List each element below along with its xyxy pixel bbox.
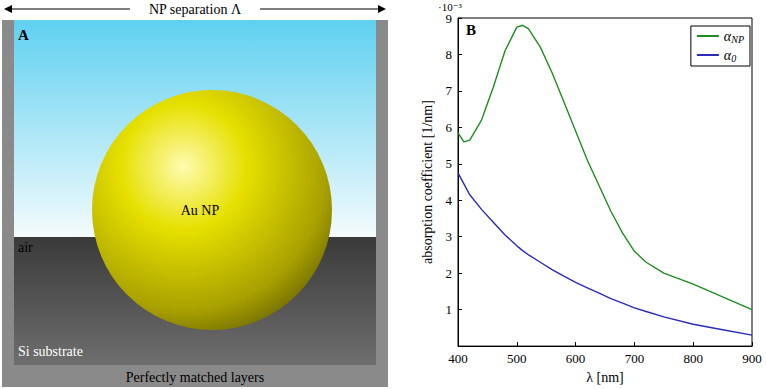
svg-text:A: A (18, 27, 29, 43)
svg-text:B: B (466, 22, 476, 38)
svg-text:2: 2 (446, 266, 453, 281)
svg-text:0: 0 (731, 53, 736, 64)
svg-text:Perfectly matched layers: Perfectly matched layers (126, 370, 264, 385)
svg-text:8: 8 (446, 47, 453, 62)
svg-text:5: 5 (446, 156, 453, 171)
svg-text:500: 500 (507, 351, 527, 366)
svg-text:·10⁻³: ·10⁻³ (438, 0, 462, 13)
svg-text:NP separation Λ: NP separation Λ (149, 2, 242, 17)
svg-text:6: 6 (446, 120, 453, 135)
svg-text:Au NP: Au NP (181, 203, 220, 218)
svg-text:700: 700 (625, 351, 645, 366)
svg-text:air: air (18, 240, 33, 255)
svg-text:800: 800 (683, 351, 703, 366)
svg-text:900: 900 (742, 351, 762, 366)
svg-text:1: 1 (446, 302, 453, 317)
svg-text:600: 600 (566, 351, 586, 366)
svg-text:λ [nm]: λ [nm] (586, 370, 624, 385)
svg-text:NP: NP (730, 34, 744, 45)
svg-text:α: α (723, 28, 732, 44)
svg-text:9: 9 (446, 11, 453, 26)
svg-text:7: 7 (446, 83, 453, 98)
svg-text:α: α (723, 47, 732, 63)
svg-text:absorption coefficient [1/nm]: absorption coefficient [1/nm] (420, 100, 435, 264)
svg-text:400: 400 (448, 351, 468, 366)
svg-text:4: 4 (446, 193, 453, 208)
svg-text:3: 3 (446, 229, 453, 244)
svg-text:Si substrate: Si substrate (18, 344, 83, 359)
